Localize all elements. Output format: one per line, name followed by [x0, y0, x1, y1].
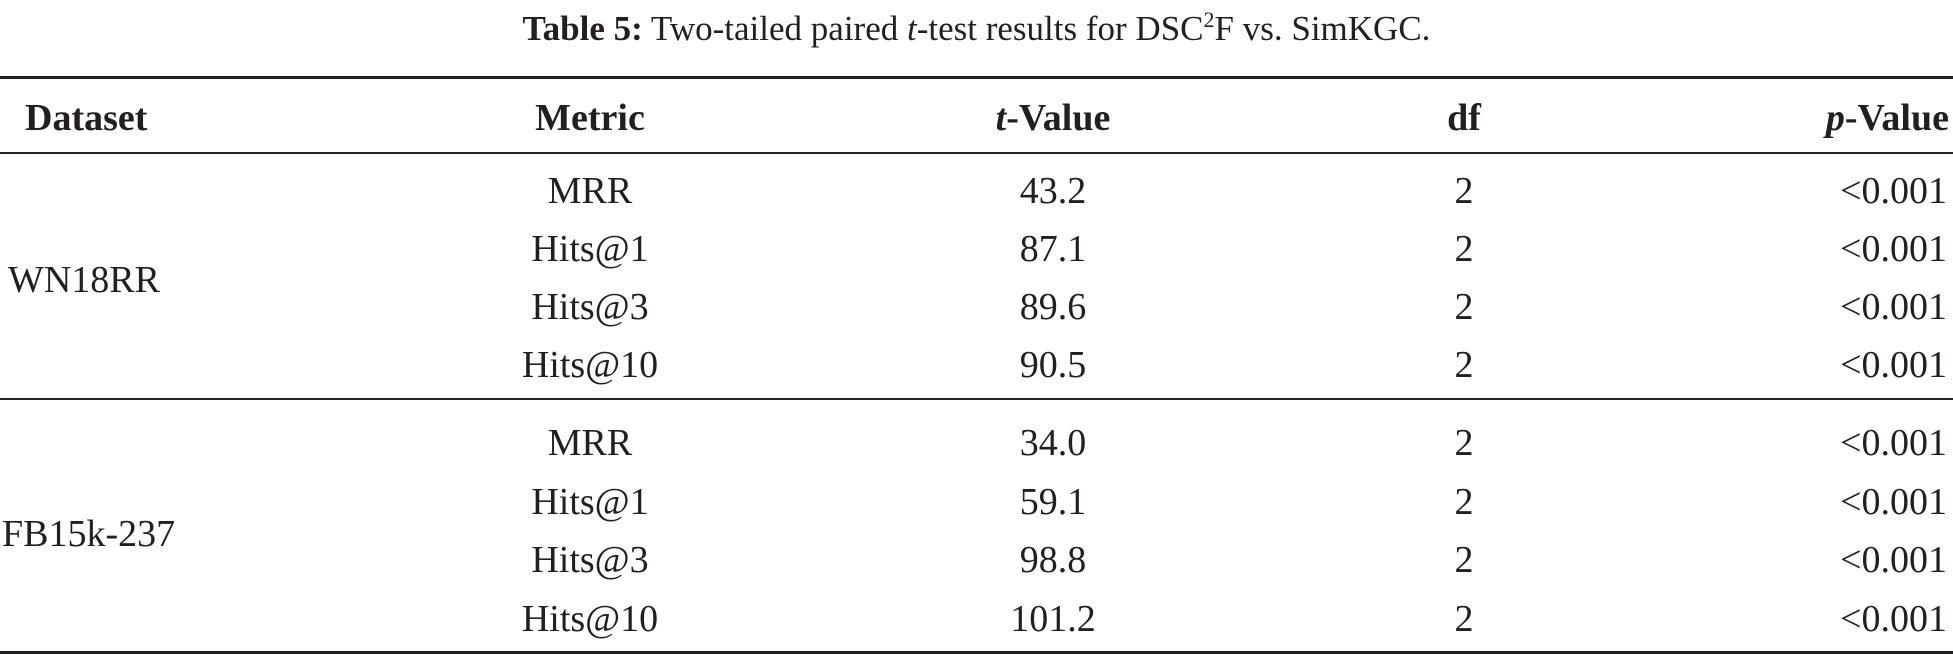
table-cell-p-value: <0.001: [1840, 228, 1947, 270]
header-dataset: Dataset: [25, 97, 148, 139]
table-cell-t-value: 43.2: [1019, 170, 1087, 212]
table-cell-t-value: 101.2: [1010, 598, 1096, 640]
header-p-italic: p: [1825, 97, 1845, 139]
table-cell-t-value: 34.0: [1019, 422, 1087, 464]
table-top-rule: [0, 76, 1953, 79]
table-cell-metric: MRR: [547, 422, 633, 464]
header-p-value: p-Value: [1826, 95, 1949, 141]
table-cell-df: 2: [1454, 422, 1474, 464]
header-t-rest: -Value: [1006, 97, 1111, 139]
header-df: df: [1447, 97, 1481, 139]
header-metric: Metric: [535, 97, 645, 139]
table-cell-df: 2: [1454, 228, 1474, 270]
table-caption: Table 5: Two-tailed paired t-test result…: [0, 4, 1953, 54]
table-group-divider: [0, 398, 1953, 400]
table-cell-df: 2: [1454, 344, 1474, 386]
table-cell-metric: Hits@3: [531, 286, 649, 328]
table-cell-df: 2: [1454, 481, 1474, 523]
table-cell-p-value: <0.001: [1840, 344, 1947, 386]
table-cell-metric: Hits@1: [531, 481, 649, 523]
table-cell-metric: MRR: [547, 170, 633, 212]
table-cell-df: 2: [1454, 539, 1474, 581]
table-cell-p-value: <0.001: [1840, 539, 1947, 581]
table-cell-metric: Hits@3: [531, 539, 649, 581]
caption-label: Table 5:: [522, 9, 643, 48]
table-cell-p-value: <0.001: [1840, 598, 1947, 640]
caption-italic-t: t: [907, 9, 917, 48]
table-cell-metric: Hits@1: [531, 228, 649, 270]
table-cell-t-value: 90.5: [1019, 344, 1087, 386]
table-cell-t-value: 89.6: [1019, 286, 1087, 328]
table-header-rule: [0, 152, 1953, 154]
header-t-italic: t: [995, 97, 1007, 139]
table-bottom-rule: [0, 651, 1953, 654]
dataset-label-fb15k-237: FB15k-237: [2, 513, 176, 555]
table-cell-df: 2: [1454, 170, 1474, 212]
dataset-label-wn18rr: WN18RR: [8, 259, 160, 301]
table-cell-p-value: <0.001: [1840, 422, 1947, 464]
caption-text-3: F vs. SimKGC.: [1214, 9, 1431, 48]
header-t-value: t-Value: [996, 95, 1111, 141]
table-cell-p-value: <0.001: [1840, 286, 1947, 328]
table-cell-p-value: <0.001: [1840, 170, 1947, 212]
caption-text-1: Two-tailed paired: [642, 9, 907, 48]
table-cell-metric: Hits@10: [521, 344, 659, 386]
table-cell-t-value: 59.1: [1019, 481, 1087, 523]
table-cell-p-value: <0.001: [1840, 481, 1947, 523]
header-p-rest: -Value: [1844, 97, 1949, 139]
table-cell-t-value: 87.1: [1019, 228, 1087, 270]
table-cell-metric: Hits@10: [521, 598, 659, 640]
caption-superscript: 2: [1203, 7, 1215, 32]
table-cell-df: 2: [1454, 598, 1474, 640]
table-cell-t-value: 98.8: [1019, 539, 1087, 581]
table-cell-df: 2: [1454, 286, 1474, 328]
caption-text-2: -test results for DSC: [916, 9, 1204, 48]
